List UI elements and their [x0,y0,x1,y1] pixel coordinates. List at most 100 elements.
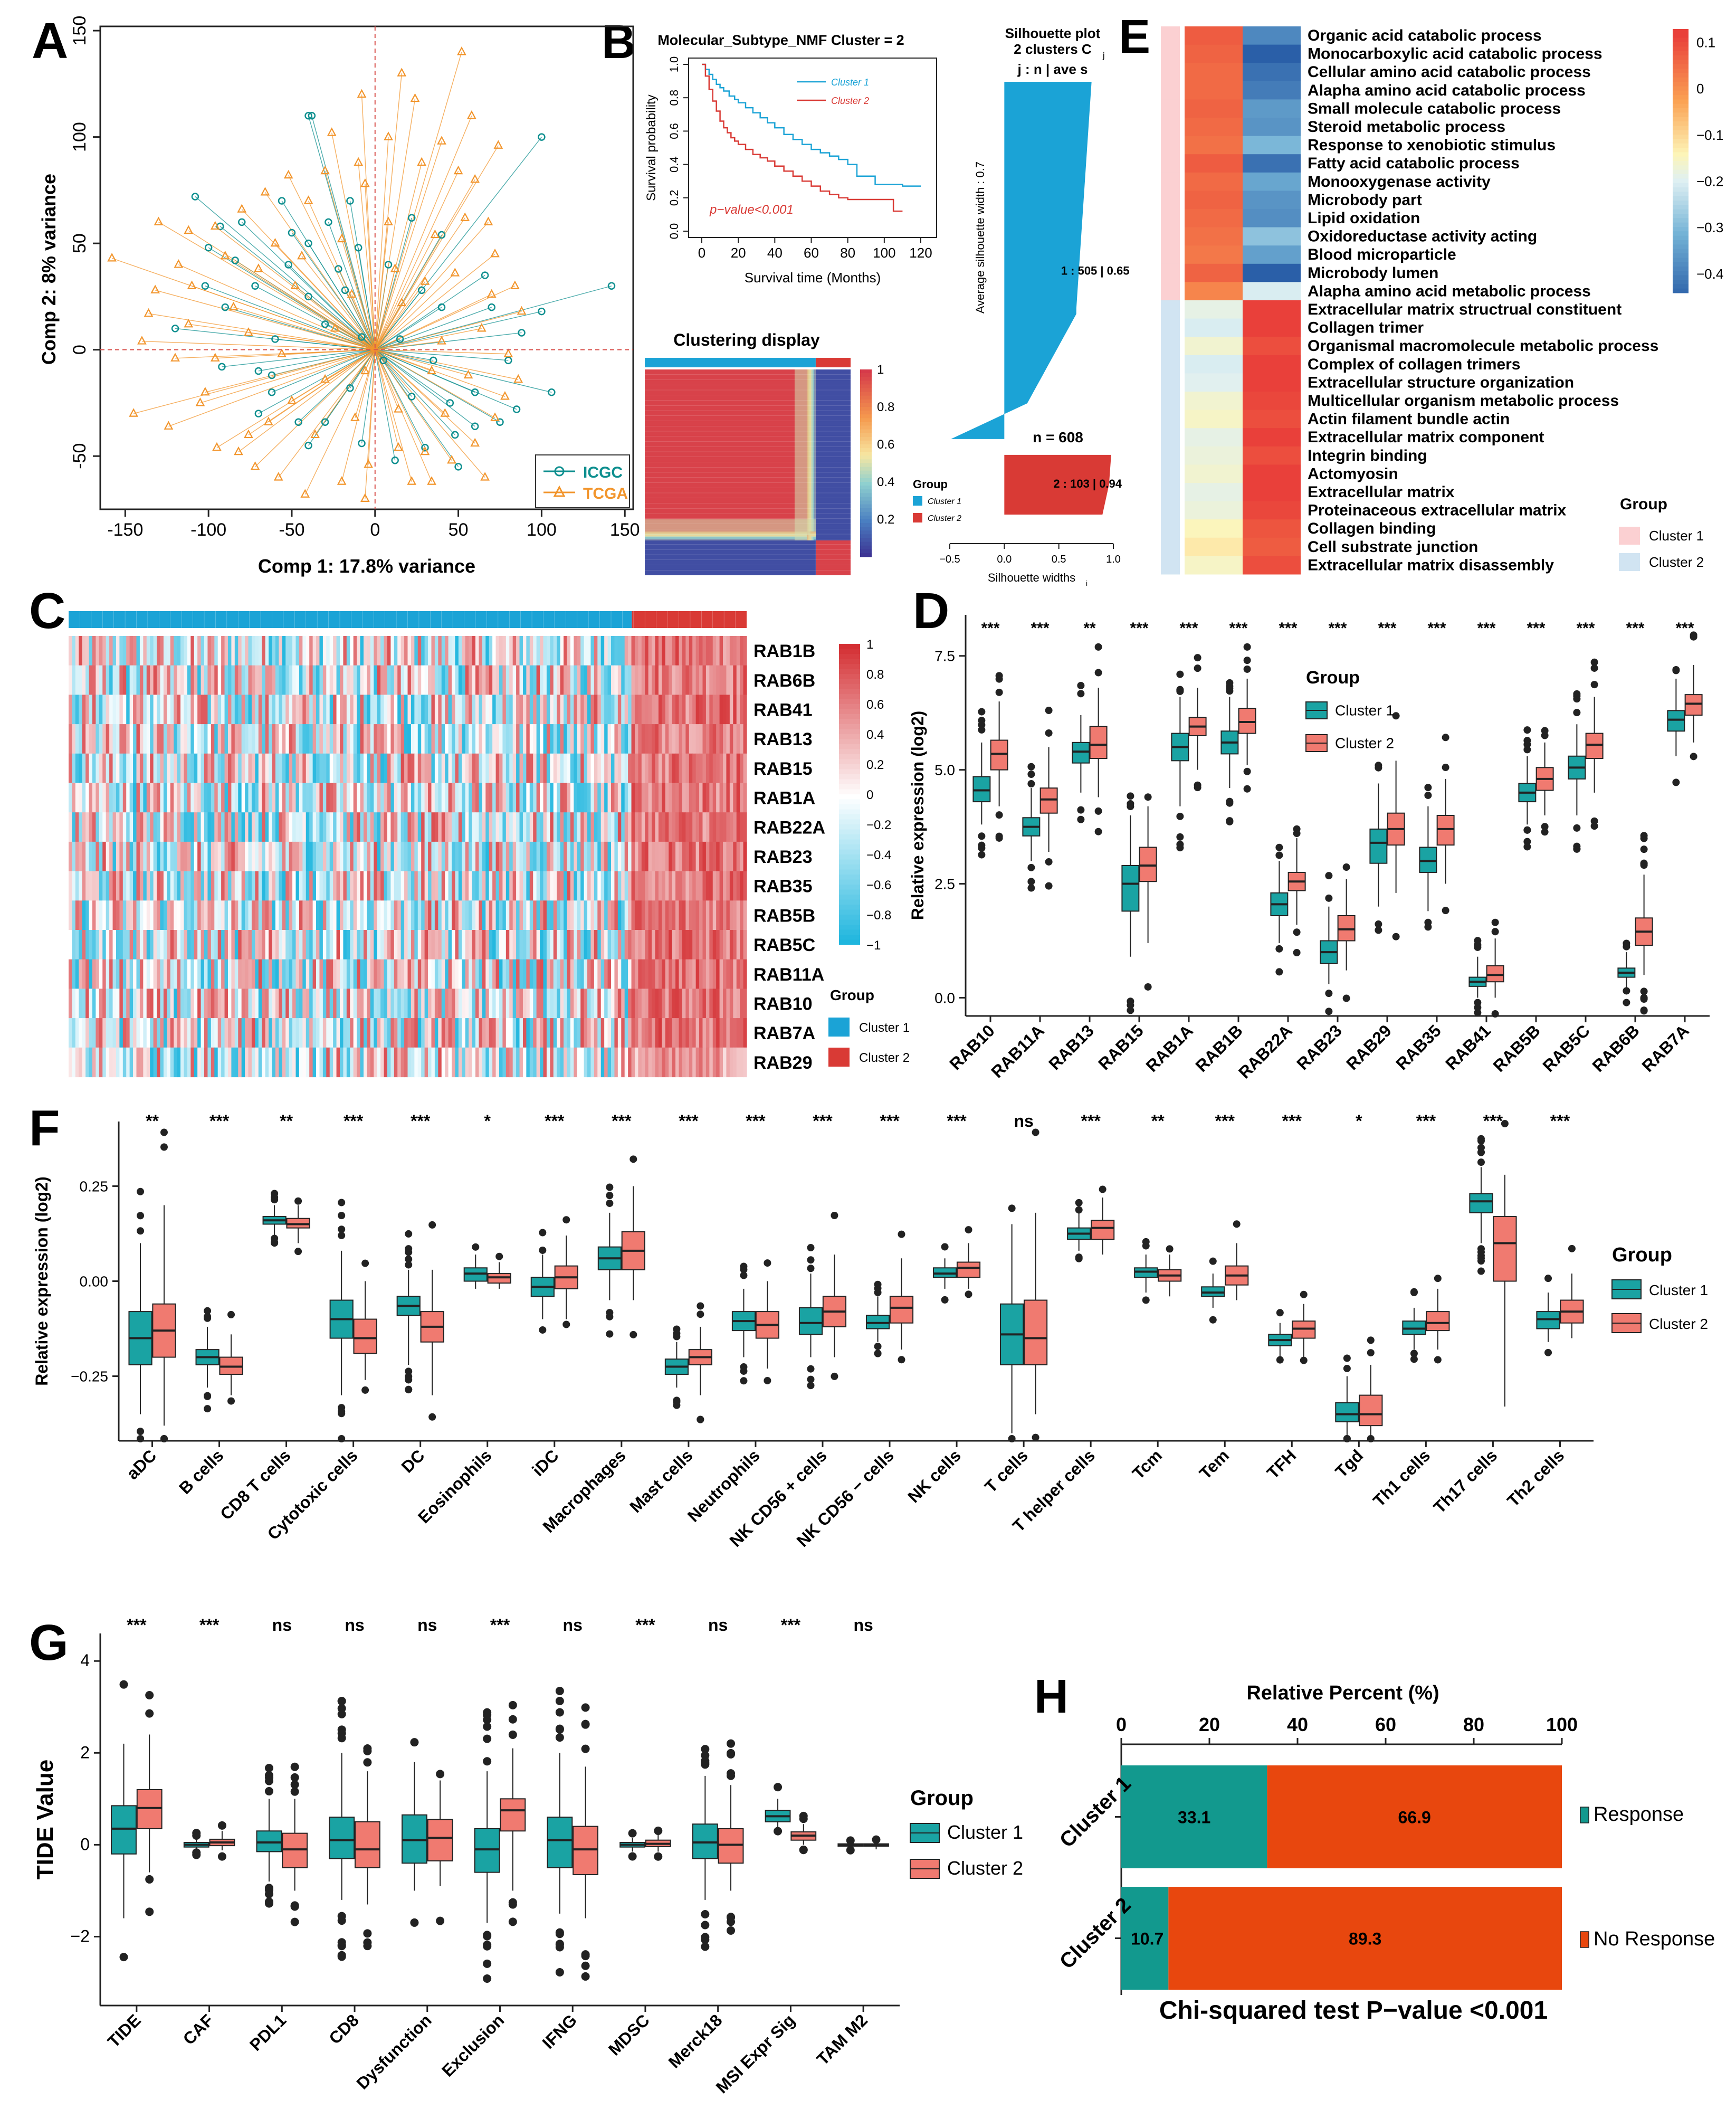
panel-c-heatmap-cell [397,783,402,813]
panel-f-outlier [1477,1267,1485,1275]
panel-c-heatmap-cell [726,753,730,784]
panel-c-heatmap-cell [238,812,242,842]
panel-e-colorbar-step [1673,33,1689,39]
panel-c-heatmap-cell [479,665,483,695]
panel-e-cell-cluster1 [1185,483,1243,502]
panel-c-heatmap-cell [495,695,500,725]
panel-c-heatmap-cell [214,900,218,930]
panel-c-heatmap-cell [374,724,378,754]
panel-c-heatmap-cell [448,1047,452,1078]
panel-c-heatmap-cell [340,841,344,872]
panel-c-heatmap-cell [564,812,568,842]
panel-c-heatmap-cell [509,930,513,960]
panel-c-heatmap-cell [197,841,202,872]
panel-label-D: D [913,583,949,639]
panel-c-heatmap-cell [333,665,337,695]
panel-c-heatmap-cell [679,989,683,1019]
panel-c-heatmap-cell [669,841,673,872]
panel-c-heatmap-cell [689,1047,693,1078]
panel-g-category-label: Merck18 [665,2010,726,2072]
panel-f-significance-label: *** [880,1111,900,1130]
panel-c-row-label: RAB23 [753,847,812,867]
panel-c-heatmap-cell [255,871,259,901]
panel-c-heatmap-cell [577,753,581,784]
panel-c-heatmap-cell [299,724,303,754]
panel-d-outlier [1045,707,1053,715]
panel-c-heatmap-cell [112,753,117,784]
panel-c-heatmap-cell [431,841,435,872]
panel-c-heatmap-cell [716,724,720,754]
panel-a-tcga-spoke [375,328,482,350]
panel-c-heatmap-cell [692,959,697,989]
panel-c-heatmap-cell [99,724,103,754]
panel-c-heatmap-cell [224,1047,228,1078]
panel-c-heatmap-cell [160,636,164,666]
panel-a-tcga-point [277,348,287,357]
panel-f-outlier [1477,1144,1485,1152]
panel-f-significance-label: *** [746,1111,766,1130]
panel-d-outlier [1442,734,1449,742]
panel-e-row-label: Actomyosin [1308,465,1398,482]
panel-e-cell-cluster2 [1243,209,1301,228]
panel-c-heatmap-cell [679,930,683,960]
panel-b-consensus-colorbar-step [860,411,872,415]
panel-c-heatmap-cell [434,900,438,930]
panel-c-heatmap-cell [102,724,107,754]
panel-c-colorbar-step [839,684,860,689]
panel-c-heatmap-cell [567,812,571,842]
panel-f-outlier [1568,1244,1576,1252]
panel-a-tcga-point [490,412,500,421]
panel-c-heatmap-cell [634,665,638,695]
panel-a-icgc-point [607,282,616,290]
panel-c-heatmap-cell [397,1047,402,1078]
panel-b-consensus-colorbar-step [860,373,872,377]
panel-c-heatmap-cell [705,900,710,930]
panel-c-heatmap-cell [370,812,374,842]
panel-a-tcga-spoke [361,94,376,350]
panel-c-heatmap-cell [289,989,293,1019]
panel-b-consensus-colorbar-step [860,463,872,468]
panel-c-heatmap-cell [82,665,86,695]
panel-c-heatmap-cell [292,900,297,930]
panel-a-icgc-point [538,133,546,141]
panel-c-heatmap-cell [614,812,618,842]
panel-a-icgc-point [379,356,387,365]
panel-a-tcga-spoke [375,137,389,350]
panel-f-outlier [1276,1309,1284,1317]
panel-c-row-label: RAB41 [753,700,812,720]
panel-c-colorbar-label: −0.6 [866,878,891,892]
panel-c-heatmap-cell [177,1047,181,1078]
panel-a-icgc-spoke [375,307,492,350]
panel-c-heatmap-cell [505,636,510,666]
panel-f-box-2 [1426,1311,1450,1332]
panel-c-heatmap-cell [377,871,381,901]
panel-c-heatmap-cell [428,930,432,960]
panel-c-heatmap-cell [363,930,367,960]
panel-b-consensus-colorbar-step [860,519,872,524]
panel-g-box-2 [718,1828,744,1864]
panel-c-heatmap-cell [611,900,615,930]
panel-c-heatmap-cell [624,900,628,930]
panel-c-heatmap-cell [360,900,364,930]
panel-c-heatmap-cell [669,724,673,754]
panel-c-heatmap-cell [465,841,469,872]
panel-c-heatmap-cell [204,812,208,842]
panel-c-heatmap-cell [79,783,83,813]
panel-c-colorbar-step [839,854,860,860]
panel-c-heatmap-cell [255,665,259,695]
panel-c-heatmap-cell [567,636,571,666]
panel-c-heatmap-cell [482,959,486,989]
panel-c-heatmap-cell [350,724,354,754]
panel-g-box-1 [474,1828,500,1873]
panel-a-tcga-spoke [358,162,376,350]
panel-g-outlier [846,1836,855,1845]
panel-e-cell-cluster1 [1185,355,1243,374]
panel-c-heatmap-cell [160,959,164,989]
panel-c-heatmap-cell [265,989,269,1019]
panel-c-heatmap-cell [207,989,212,1019]
panel-c-heatmap-cell [665,900,669,930]
panel-c-heatmap-cell [438,812,442,842]
panel-c-colorbar-step [839,899,860,905]
panel-c-heatmap-cell [417,989,422,1019]
panel-c-heatmap-cell [319,959,323,989]
